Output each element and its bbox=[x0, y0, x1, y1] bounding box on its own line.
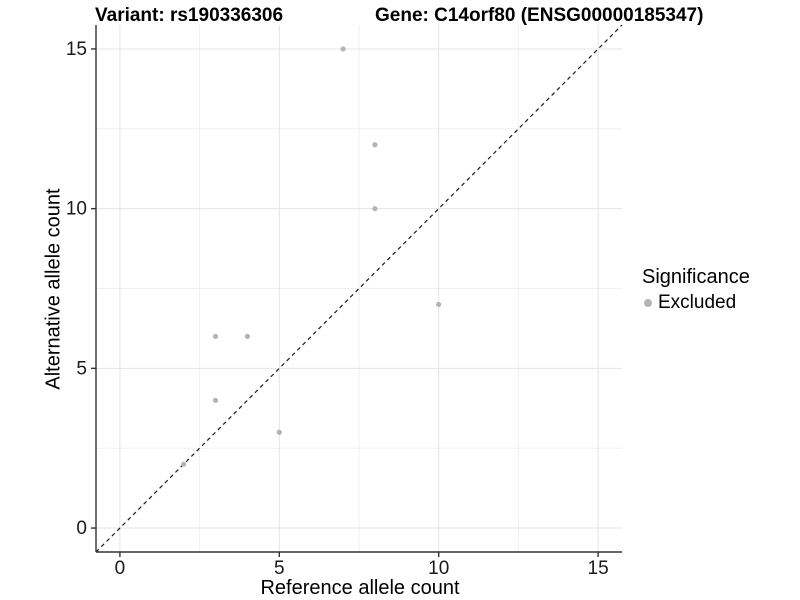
x-axis-title: Reference allele count bbox=[260, 577, 460, 599]
y-tick-label: 10 bbox=[66, 199, 87, 220]
x-tick-label: 10 bbox=[428, 558, 449, 579]
legend: Significance Excluded bbox=[642, 266, 750, 314]
data-point bbox=[181, 461, 187, 467]
data-point bbox=[436, 301, 442, 308]
data-point bbox=[244, 333, 251, 340]
data-point bbox=[276, 429, 282, 435]
y-tick-label: 5 bbox=[76, 358, 87, 379]
legend-title: Significance bbox=[642, 266, 750, 288]
data-point bbox=[340, 46, 346, 52]
x-tick-label: 5 bbox=[274, 558, 285, 579]
y-tick-label: 15 bbox=[66, 39, 87, 60]
legend-entry-label: Excluded bbox=[658, 292, 737, 313]
excluded-circle-icon bbox=[644, 299, 652, 307]
x-tick-label: 0 bbox=[115, 558, 126, 579]
data-point bbox=[372, 206, 378, 212]
y-tick-label: 0 bbox=[76, 518, 87, 539]
data-point bbox=[372, 142, 378, 148]
x-tick-label: 15 bbox=[588, 558, 609, 579]
y-axis-title: Alternative allele count bbox=[42, 188, 65, 390]
data-point bbox=[212, 333, 219, 340]
gene-title: Gene: C14orf80 (ENSG00000185347) bbox=[375, 5, 704, 26]
data-point bbox=[212, 397, 219, 403]
legend-entry-excluded: Excluded bbox=[644, 292, 750, 314]
variant-title: Variant: rs190336306 bbox=[95, 5, 284, 26]
